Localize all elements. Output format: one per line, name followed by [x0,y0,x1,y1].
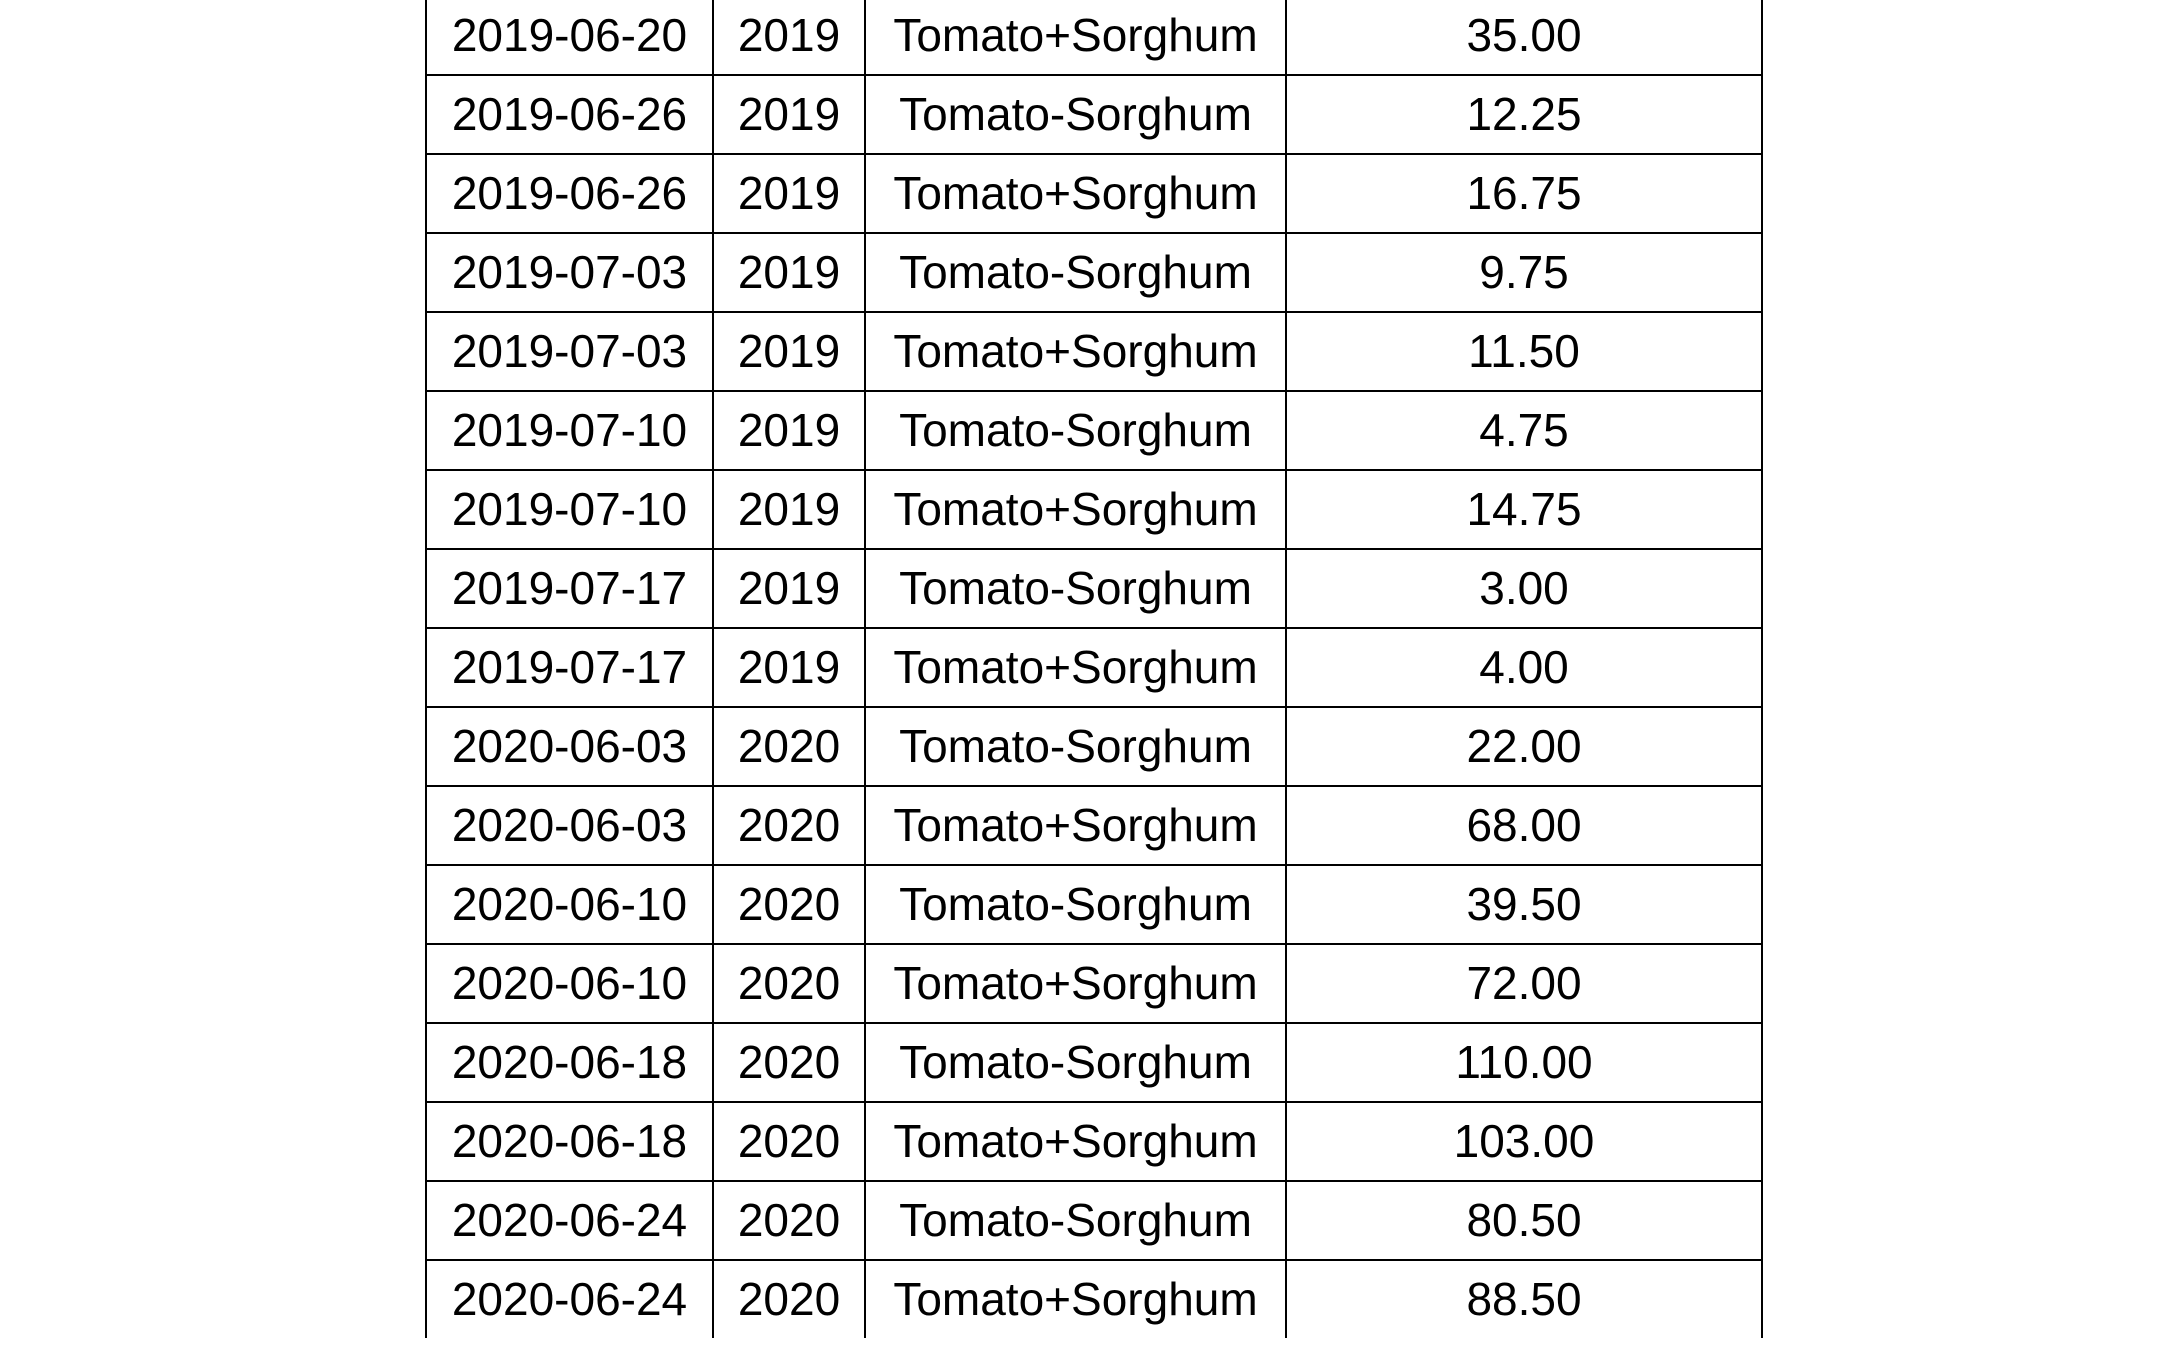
date-cell: 2020-06-24 [425,1180,714,1261]
date-cell: 2019-07-10 [425,469,714,550]
table-row: 2020-06-03 2020 Tomato-Sorghum 22.00 [425,706,1763,787]
year-cell: 2019 [712,469,866,550]
table-row: 2019-06-20 2019 Tomato+Sorghum 35.00 [425,0,1763,76]
date-cell: 2020-06-10 [425,864,714,945]
year-cell: 2020 [712,943,866,1024]
table-row: 2019-07-17 2019 Tomato+Sorghum 4.00 [425,627,1763,708]
table-row: 2019-07-10 2019 Tomato-Sorghum 4.75 [425,390,1763,471]
table-row: 2020-06-10 2020 Tomato+Sorghum 72.00 [425,943,1763,1024]
value-cell: 3.00 [1285,548,1763,629]
treatment-cell: Tomato+Sorghum [864,1101,1287,1182]
treatment-cell: Tomato-Sorghum [864,706,1287,787]
table-row: 2020-06-18 2020 Tomato+Sorghum 103.00 [425,1101,1763,1182]
treatment-cell: Tomato-Sorghum [864,864,1287,945]
year-cell: 2019 [712,311,866,392]
date-cell: 2019-06-26 [425,153,714,234]
year-cell: 2019 [712,548,866,629]
treatment-cell: Tomato-Sorghum [864,1022,1287,1103]
date-cell: 2019-06-20 [425,0,714,76]
value-cell: 22.00 [1285,706,1763,787]
year-cell: 2019 [712,74,866,155]
table-row: 2020-06-24 2020 Tomato+Sorghum 88.50 [425,1259,1763,1338]
value-cell: 80.50 [1285,1180,1763,1261]
treatment-cell: Tomato+Sorghum [864,0,1287,76]
year-cell: 2020 [712,785,866,866]
table-row: 2019-07-10 2019 Tomato+Sorghum 14.75 [425,469,1763,550]
year-cell: 2019 [712,153,866,234]
value-cell: 72.00 [1285,943,1763,1024]
date-cell: 2019-07-17 [425,548,714,629]
treatment-cell: Tomato+Sorghum [864,1259,1287,1338]
year-cell: 2019 [712,390,866,471]
value-cell: 14.75 [1285,469,1763,550]
table-row: 2020-06-24 2020 Tomato-Sorghum 80.50 [425,1180,1763,1261]
year-cell: 2020 [712,1180,866,1261]
date-cell: 2020-06-03 [425,706,714,787]
value-cell: 88.50 [1285,1259,1763,1338]
table-row: 2019-07-03 2019 Tomato+Sorghum 11.50 [425,311,1763,392]
table-body: 2019-06-20 2019 Tomato+Sorghum 35.00 2019-06… [425,0,1763,1338]
treatment-cell: Tomato-Sorghum [864,74,1287,155]
treatment-cell: Tomato+Sorghum [864,785,1287,866]
value-cell: 11.50 [1285,311,1763,392]
year-cell: 2019 [712,0,866,76]
treatment-cell: Tomato+Sorghum [864,943,1287,1024]
date-cell: 2020-06-10 [425,943,714,1024]
date-cell: 2019-07-03 [425,311,714,392]
date-cell: 2019-07-03 [425,232,714,313]
date-cell: 2019-07-10 [425,390,714,471]
table-row: 2019-07-17 2019 Tomato-Sorghum 3.00 [425,548,1763,629]
table-row: 2020-06-18 2020 Tomato-Sorghum 110.00 [425,1022,1763,1103]
year-cell: 2020 [712,1022,866,1103]
value-cell: 4.00 [1285,627,1763,708]
value-cell: 16.75 [1285,153,1763,234]
value-cell: 110.00 [1285,1022,1763,1103]
data-table-container: 2019-06-20 2019 Tomato+Sorghum 35.00 2019-06… [425,0,1763,1338]
value-cell: 12.25 [1285,74,1763,155]
year-cell: 2019 [712,627,866,708]
year-cell: 2020 [712,1259,866,1338]
treatment-cell: Tomato+Sorghum [864,627,1287,708]
value-cell: 103.00 [1285,1101,1763,1182]
date-cell: 2020-06-18 [425,1101,714,1182]
date-cell: 2020-06-03 [425,785,714,866]
year-cell: 2020 [712,1101,866,1182]
treatment-cell: Tomato-Sorghum [864,390,1287,471]
table-row: 2019-06-26 2019 Tomato-Sorghum 12.25 [425,74,1763,155]
table-row: 2019-07-03 2019 Tomato-Sorghum 9.75 [425,232,1763,313]
year-cell: 2020 [712,706,866,787]
value-cell: 35.00 [1285,0,1763,76]
treatment-cell: Tomato+Sorghum [864,311,1287,392]
date-cell: 2020-06-18 [425,1022,714,1103]
date-cell: 2020-06-24 [425,1259,714,1338]
table-row: 2019-06-26 2019 Tomato+Sorghum 16.75 [425,153,1763,234]
treatment-cell: Tomato-Sorghum [864,232,1287,313]
year-cell: 2019 [712,232,866,313]
treatment-cell: Tomato-Sorghum [864,548,1287,629]
value-cell: 39.50 [1285,864,1763,945]
data-table: 2019-06-20 2019 Tomato+Sorghum 35.00 2019-06… [425,0,1763,1338]
table-row: 2020-06-10 2020 Tomato-Sorghum 39.50 [425,864,1763,945]
value-cell: 4.75 [1285,390,1763,471]
year-cell: 2020 [712,864,866,945]
date-cell: 2019-06-26 [425,74,714,155]
value-cell: 9.75 [1285,232,1763,313]
table-row: 2020-06-03 2020 Tomato+Sorghum 68.00 [425,785,1763,866]
value-cell: 68.00 [1285,785,1763,866]
date-cell: 2019-07-17 [425,627,714,708]
treatment-cell: Tomato+Sorghum [864,153,1287,234]
treatment-cell: Tomato-Sorghum [864,1180,1287,1261]
treatment-cell: Tomato+Sorghum [864,469,1287,550]
